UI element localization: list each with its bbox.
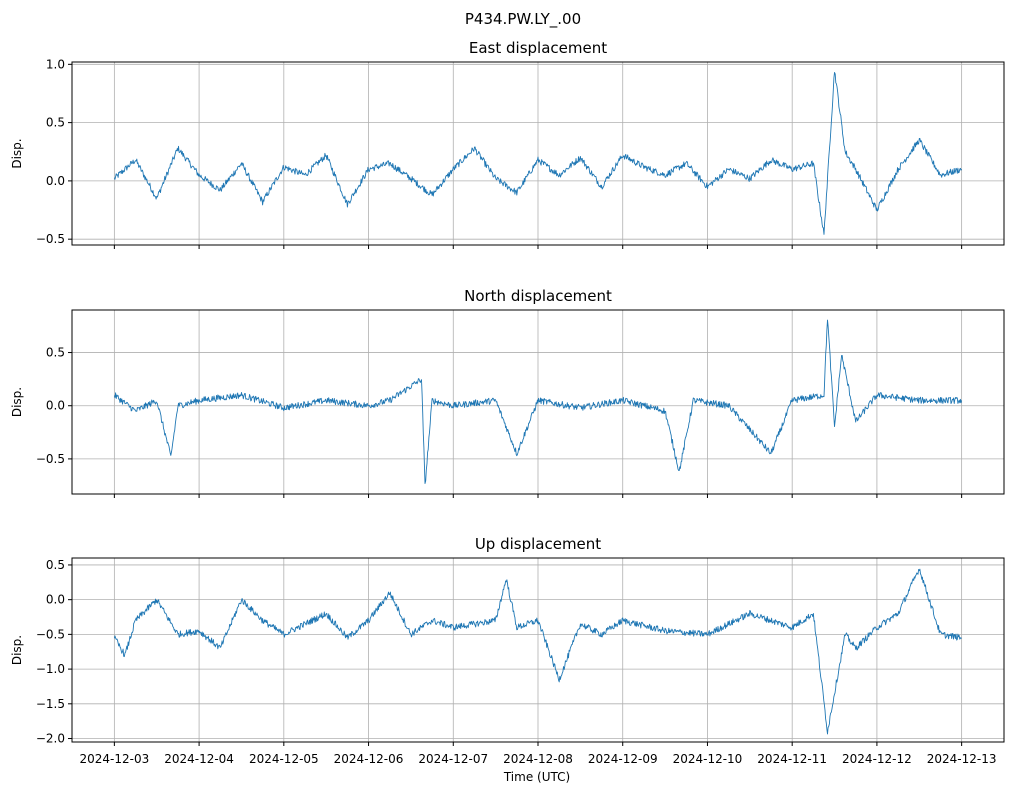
east-y-tick-label: 0.0 [46, 174, 65, 188]
up-y-axis-label: Disp. [10, 635, 24, 665]
north-series-line [113, 319, 963, 484]
east-panel-title: East displacement [469, 39, 607, 57]
north-y-axis-label: Disp. [10, 387, 24, 417]
up-x-tick-label: 2024-12-06 [334, 752, 404, 766]
up-y-tick-label: −1.5 [36, 697, 65, 711]
up-y-tick-label: −2.0 [36, 732, 65, 746]
up-y-tick-label: 0.5 [46, 558, 65, 572]
up-x-tick-label: 2024-12-05 [249, 752, 319, 766]
east-y-tick-label: 0.5 [46, 116, 65, 130]
up-x-tick-label: 2024-12-11 [757, 752, 827, 766]
up-x-tick-label: 2024-12-09 [588, 752, 658, 766]
up-panel: −2.0 −1.5 −1.0 −0.5 0.0 0.5 2024-12-03 2024-12-… [10, 535, 1005, 766]
east-panel: −0.5 0.0 0.5 1.0 East displacement Disp. [10, 39, 1005, 249]
x-axis-label: Time (UTC) [503, 770, 570, 784]
east-y-axis-label: Disp. [10, 138, 24, 168]
north-y-tick-label: 0.5 [46, 346, 65, 360]
figure-suptitle: P434.PW.LY_.00 [465, 10, 581, 29]
up-panel-title: Up displacement [475, 535, 601, 553]
east-y-tick-label: 1.0 [46, 57, 65, 71]
up-y-tick-label: 0.0 [46, 593, 65, 607]
up-series-line [113, 568, 962, 735]
north-panel: −0.5 0.0 0.5 North displacement Disp. [10, 287, 1005, 498]
north-y-tick-label: 0.0 [46, 399, 65, 413]
up-y-tick-label: −0.5 [36, 627, 65, 641]
up-x-tick-label: 2024-12-10 [673, 752, 743, 766]
north-panel-title: North displacement [464, 287, 612, 305]
north-y-tick-label: −0.5 [36, 452, 65, 466]
up-x-tick-label: 2024-12-03 [79, 752, 149, 766]
up-x-tick-label: 2024-12-07 [418, 752, 488, 766]
up-x-tick-label: 2024-12-13 [927, 752, 997, 766]
up-x-tick-label: 2024-12-04 [164, 752, 234, 766]
east-series-line [113, 72, 962, 235]
east-y-tick-label: −0.5 [36, 232, 65, 246]
up-x-tick-label: 2024-12-12 [842, 752, 912, 766]
up-y-tick-label: −1.0 [36, 662, 65, 676]
up-x-tick-label: 2024-12-08 [503, 752, 573, 766]
